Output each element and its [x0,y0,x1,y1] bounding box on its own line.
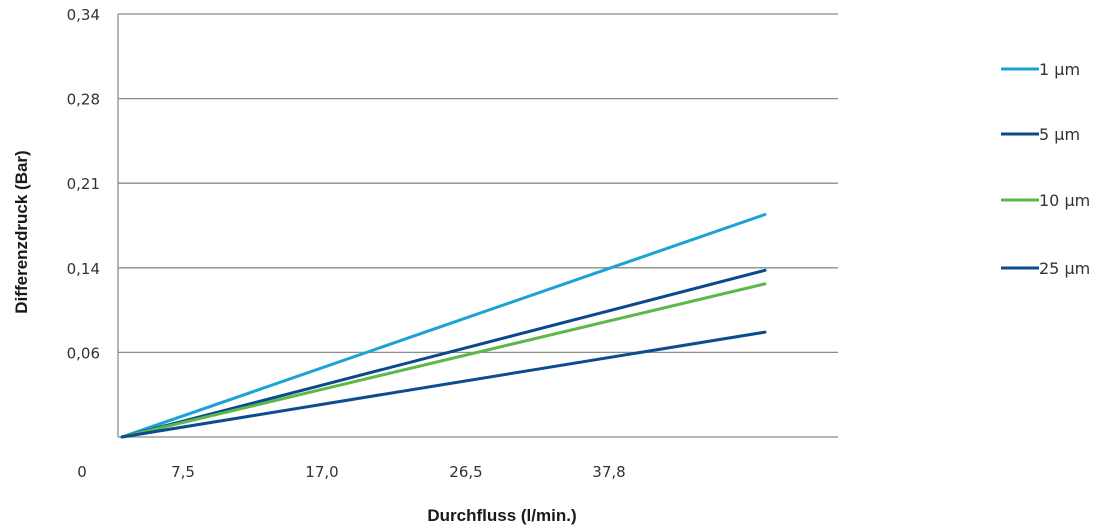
y-tick-label: 0,34 [67,6,100,24]
series-line [120,282,767,439]
x-tick-label: 26,5 [449,463,482,481]
legend-label: 10 µm [1039,191,1090,210]
x-tick-label: 17,0 [305,463,338,481]
x-tick-label: 0 [77,463,87,481]
series-line [120,268,767,439]
x-tick-label: 7,5 [171,463,195,481]
y-tick-label: 0,21 [67,175,100,193]
x-tick-label: 37,8 [592,463,625,481]
legend-label: 1 µm [1039,60,1080,79]
y-tick-label: 0,28 [67,91,100,109]
legend-label: 25 µm [1039,259,1090,278]
y-tick-label: 0,14 [67,260,100,278]
x-axis-title: Durchfluss (l/min.) [427,506,576,525]
series-line [120,213,767,439]
legend-label: 5 µm [1039,125,1080,144]
series-line [120,330,767,439]
y-axis-title: Differenzdruck (Bar) [12,150,31,313]
y-tick-label: 0,06 [67,344,100,362]
